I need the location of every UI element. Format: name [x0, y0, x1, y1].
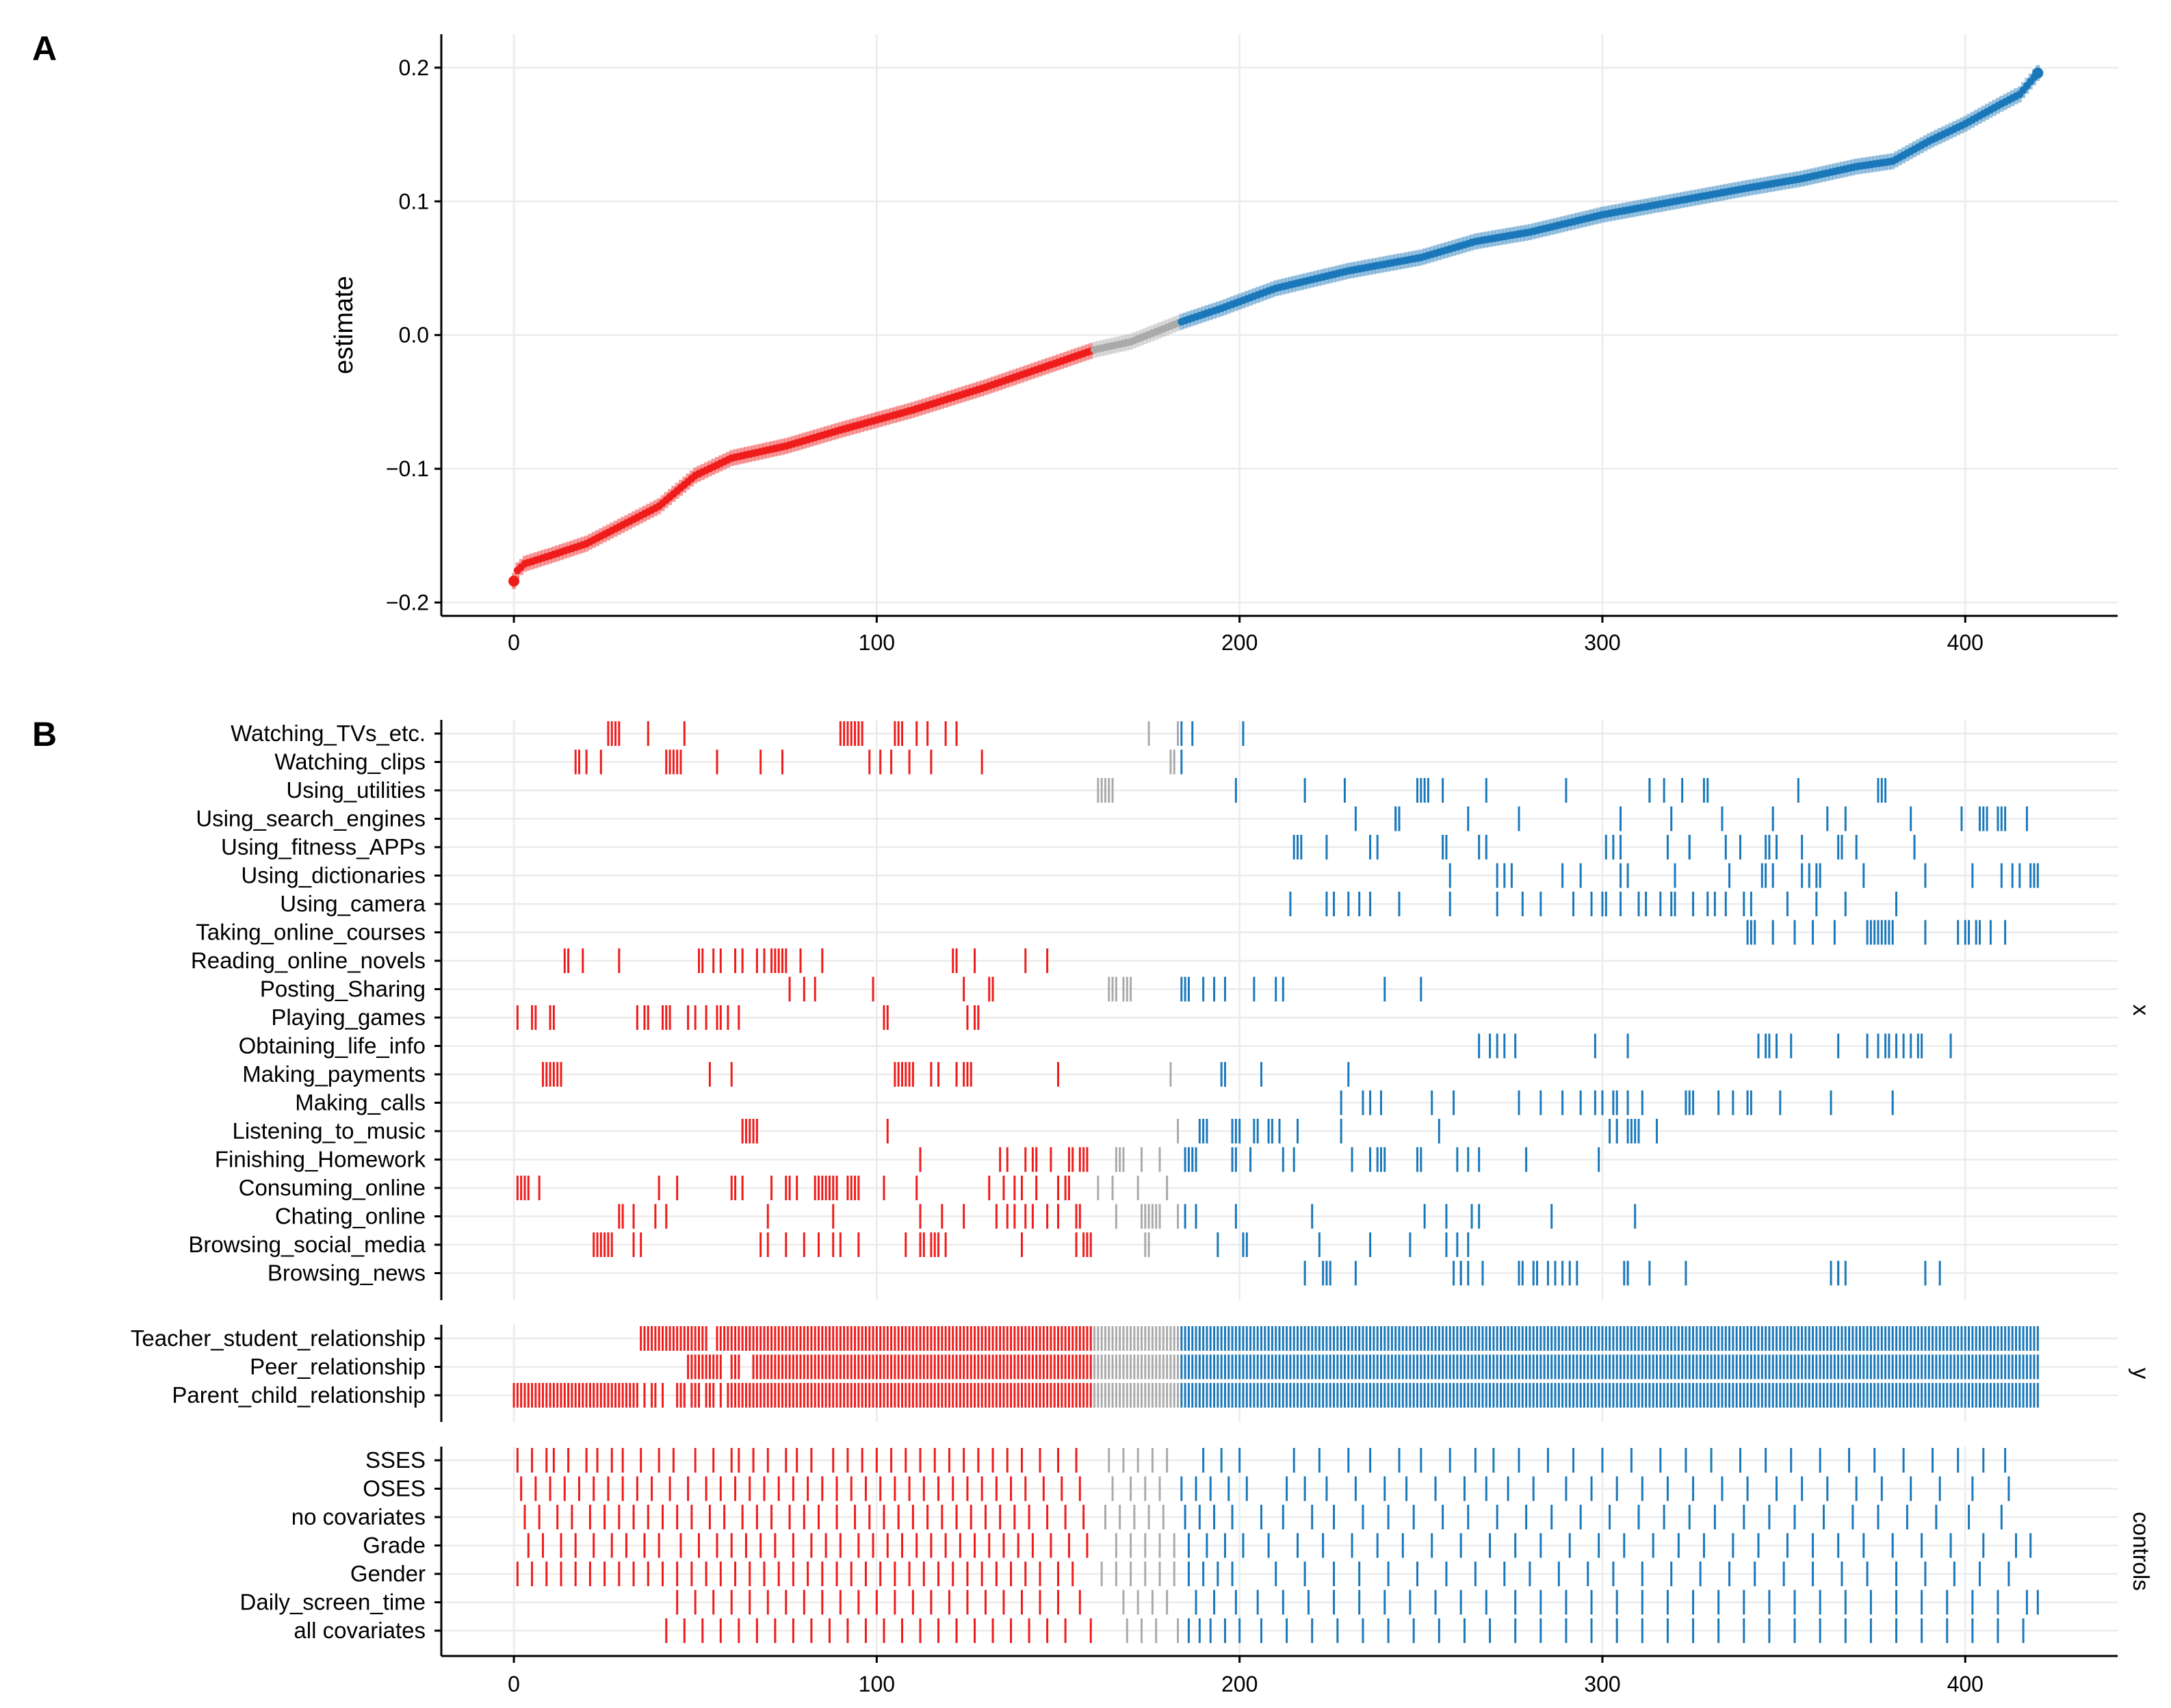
row-label: Watching_clips	[274, 749, 426, 775]
panel-b-x-tick-label: 400	[1947, 1672, 1984, 1696]
row-label: Watching_TVs_etc.	[231, 721, 426, 746]
row-label: Peer_relationship	[250, 1354, 426, 1380]
panel-a-x-tick-label: 200	[1221, 630, 1258, 655]
panel-a-x-tick-label: 300	[1584, 630, 1620, 655]
row-label: Gender	[350, 1561, 426, 1586]
row-label: Making_payments	[242, 1061, 426, 1087]
panel-b-x-tick-label: 100	[859, 1672, 895, 1696]
row-label: Playing_games	[271, 1005, 426, 1030]
panel-a-y-tick-label: −0.1	[386, 456, 429, 481]
row-label: Making_calls	[295, 1090, 426, 1115]
panel-b-x-tick-label: 200	[1221, 1672, 1258, 1696]
row-label: OSES	[363, 1476, 426, 1501]
row-label: all covariates	[294, 1618, 426, 1643]
panel-a-x-tick-label: 100	[859, 630, 895, 655]
panel-b-label: B	[32, 715, 57, 753]
row-label: Using_fitness_APPs	[221, 834, 426, 859]
facet-strip-label: controls	[2129, 1512, 2154, 1591]
row-label: Browsing_social_media	[188, 1232, 426, 1257]
panel-a-label: A	[32, 29, 57, 68]
row-label: no covariates	[291, 1504, 426, 1529]
row-label: Obtaining_life_info	[239, 1033, 426, 1059]
row-label: Posting_Sharing	[260, 976, 426, 1002]
facet-strip-label: y	[2129, 1368, 2154, 1380]
row-label: Reading_online_novels	[191, 948, 426, 973]
estimate-point	[508, 575, 520, 587]
row-label: Teacher_student_relationship	[131, 1325, 426, 1351]
panel-a-specification-curve: −0.2 −0.1 0.0 0.1 0.2 0 100 200 300 400 estimate	[330, 34, 2118, 655]
panel-a-y-tick-label: 0.0	[399, 323, 429, 348]
row-label: Daily_screen_time	[240, 1590, 426, 1615]
facet-strip-label: x	[2129, 1005, 2154, 1016]
panel-a-y-tick-label: −0.2	[386, 590, 429, 614]
row-label: Using_camera	[280, 891, 426, 916]
row-label: Chating_online	[275, 1204, 426, 1229]
row-label: Listening_to_music	[233, 1118, 426, 1143]
row-label: Parent_child_relationship	[172, 1382, 426, 1408]
panel-a-y-axis-label: estimate	[330, 276, 359, 374]
row-label: Taking_online_courses	[196, 920, 426, 945]
panel-b-specification-indicators: Watching_TVs_etc. Watching_clipsUsing_uti…	[131, 720, 2154, 1696]
row-label: Using_search_engines	[196, 806, 426, 831]
panel-a-y-tick-label: 0.1	[399, 189, 429, 214]
panel-a-x-tick-label: 400	[1947, 630, 1984, 655]
row-label: Grade	[363, 1533, 426, 1558]
row-label: Using_dictionaries	[241, 863, 426, 888]
estimate-point	[2032, 67, 2044, 79]
panel-b-x-tick-label: 0	[508, 1672, 520, 1696]
panel-b-x-tick-label: 300	[1584, 1672, 1620, 1696]
row-label: SSES	[365, 1447, 426, 1473]
panel-a-y-tick-label: 0.2	[399, 55, 429, 80]
row-label: Consuming_online	[239, 1175, 426, 1200]
row-label: Using_utilities	[286, 777, 426, 803]
row-label: Finishing_Homework	[215, 1147, 426, 1172]
row-label: Browsing_news	[268, 1260, 426, 1286]
panel-a-x-tick-label: 0	[508, 630, 520, 655]
